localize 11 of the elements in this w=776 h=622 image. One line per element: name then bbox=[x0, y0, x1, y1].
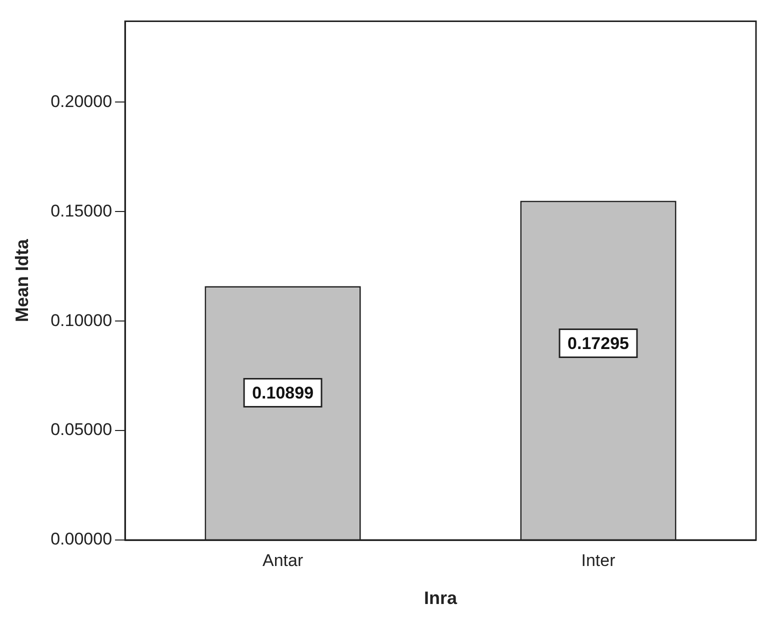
x-axis-title: Inra bbox=[424, 588, 458, 608]
annotation: 0.10899 bbox=[252, 383, 314, 402]
y-axis-title: Mean Idta bbox=[12, 238, 32, 322]
y-tick-label: 0.15000 bbox=[50, 201, 112, 220]
y-tick-label: 0.05000 bbox=[50, 420, 112, 440]
annotation: 0.17295 bbox=[568, 334, 629, 353]
x-tick-label: Antar bbox=[262, 550, 304, 570]
y-tick-label: 0.10000 bbox=[50, 310, 112, 330]
x-tick-label: Inter bbox=[581, 550, 616, 570]
y-tick-label: 0.00000 bbox=[50, 530, 112, 549]
y-tick-label: 0.20000 bbox=[50, 92, 112, 111]
